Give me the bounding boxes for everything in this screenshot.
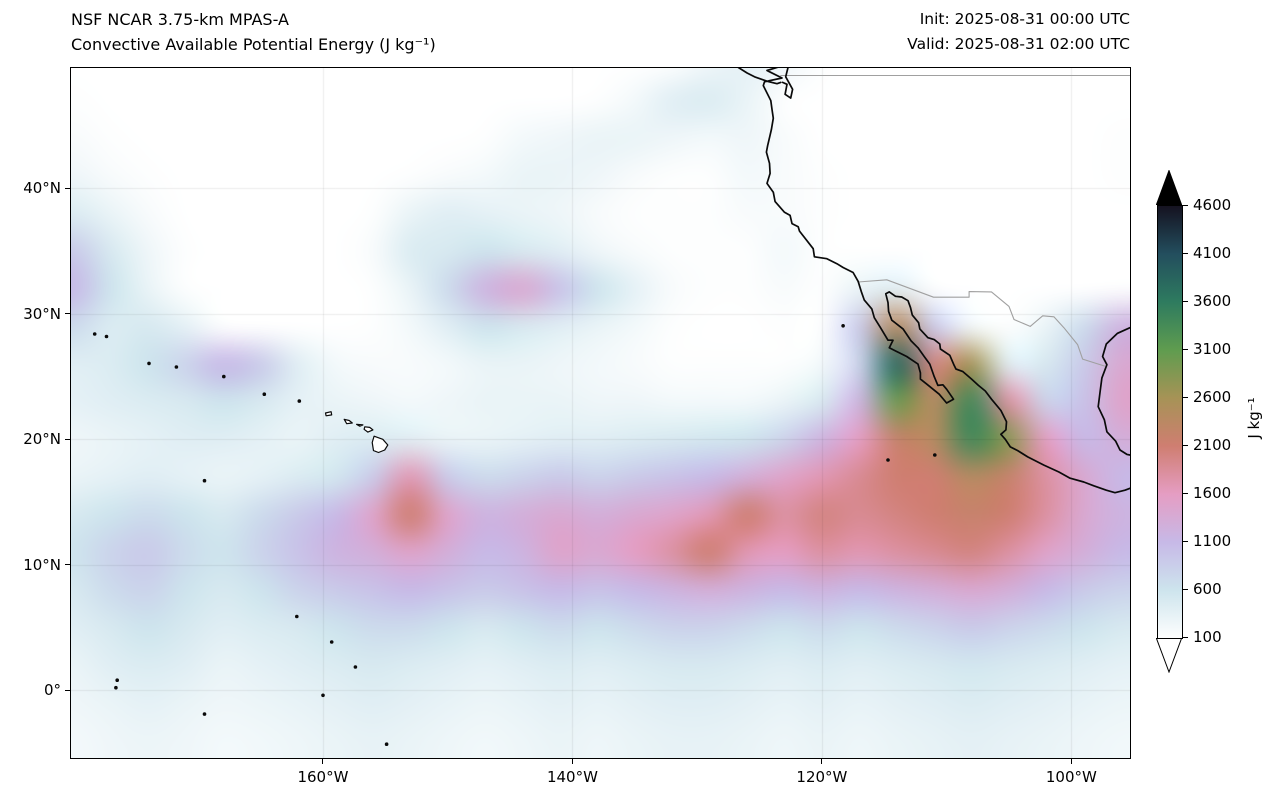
y-tick-mark <box>65 187 70 189</box>
colorbar-tick-label: 100 <box>1193 628 1222 646</box>
colorbar-tick-mark <box>1183 588 1188 590</box>
y-tick-mark <box>65 438 70 440</box>
x-tick-mark <box>1070 759 1072 764</box>
x-tick-label: 120°W <box>796 768 848 786</box>
colorbar-tick-mark <box>1183 396 1188 398</box>
field-title: Convective Available Potential Energy (J… <box>71 35 436 54</box>
y-tick-mark <box>65 689 70 691</box>
colorbar-tick-mark <box>1183 348 1188 350</box>
colorbar-tick-label: 3600 <box>1193 292 1232 310</box>
x-tick-label: 140°W <box>546 768 598 786</box>
colorbar-tick-label: 4100 <box>1193 244 1232 262</box>
colorbar-tick-mark <box>1183 252 1188 254</box>
colorbar-tick-mark <box>1183 636 1188 638</box>
x-tick-mark <box>322 759 324 764</box>
cape-field-heatmap <box>71 68 1130 758</box>
y-tick-label: 10°N <box>23 555 61 574</box>
y-tick-label: 40°N <box>23 179 61 198</box>
y-tick-mark <box>65 313 70 315</box>
colorbar-tick-mark <box>1183 204 1188 206</box>
colorbar-unit-label: J kg⁻¹ <box>1245 397 1263 439</box>
colorbar-tick-mark <box>1183 444 1188 446</box>
colorbar-tick-label: 1100 <box>1193 532 1232 550</box>
x-tick-label: 100°W <box>1045 768 1097 786</box>
y-tick-label: 0° <box>43 681 61 700</box>
x-tick-label: 160°W <box>297 768 349 786</box>
y-tick-label: 20°N <box>23 430 61 449</box>
colorbar-tick-label: 1600 <box>1193 484 1232 502</box>
colorbar-tick-label: 3100 <box>1193 340 1232 358</box>
colorbar-tick-label: 2100 <box>1193 436 1232 454</box>
colorbar-tick-mark <box>1183 492 1188 494</box>
colorbar-gradient <box>1157 205 1183 639</box>
colorbar-tick-mark <box>1183 300 1188 302</box>
model-title: NSF NCAR 3.75-km MPAS-A <box>71 10 289 29</box>
colorbar-extend-over-triangle <box>1156 170 1182 205</box>
colorbar-tick-label: 2600 <box>1193 388 1232 406</box>
colorbar-tick-mark <box>1183 540 1188 542</box>
colorbar-tick-label: 600 <box>1193 580 1222 598</box>
y-tick-mark <box>65 564 70 566</box>
colorbar-tick-label: 4600 <box>1193 196 1232 214</box>
y-tick-label: 30°N <box>23 304 61 323</box>
colorbar-extend-under-triangle <box>1156 638 1182 673</box>
valid-time-label: Valid: 2025-08-31 02:00 UTC <box>907 35 1130 53</box>
init-time-label: Init: 2025-08-31 00:00 UTC <box>919 10 1130 28</box>
x-tick-mark <box>821 759 823 764</box>
x-tick-mark <box>571 759 573 764</box>
